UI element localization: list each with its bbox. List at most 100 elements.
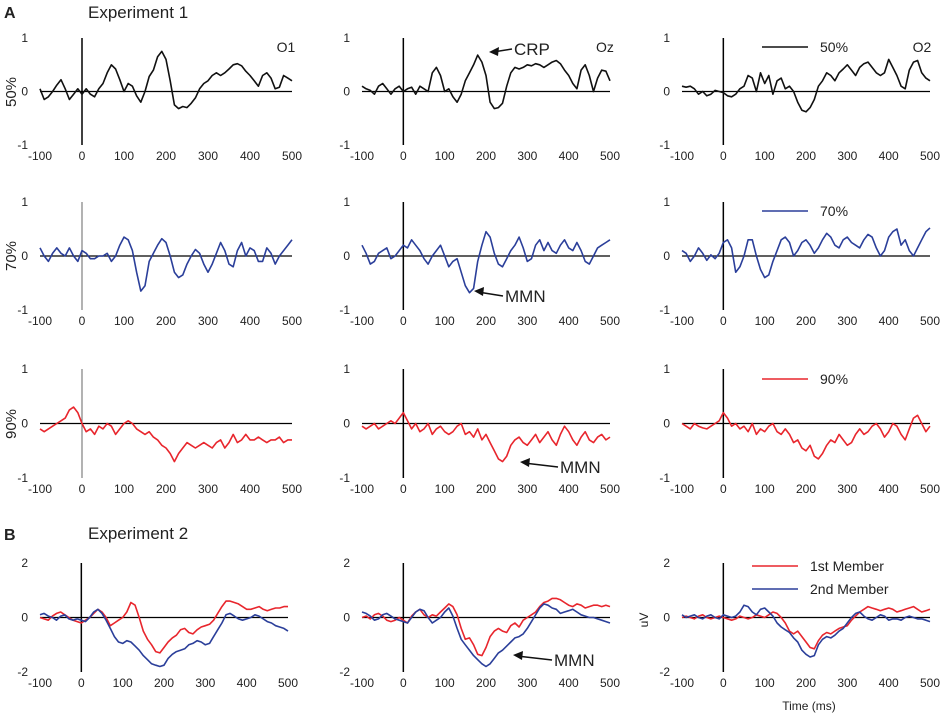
- series-line-50-: [681, 58, 931, 113]
- y-tick-label: 2: [663, 556, 670, 570]
- y-tick-label: -1: [339, 471, 350, 485]
- row-label-50: 50%: [3, 77, 20, 107]
- x-tick-label: 0: [720, 314, 727, 328]
- y-tick-label: 1: [663, 362, 670, 376]
- y-tick-label: 0: [343, 249, 350, 263]
- series-line-2nd-member: [39, 608, 289, 668]
- legend-label-70: 70%: [820, 203, 848, 219]
- x-tick-label: -100: [670, 676, 694, 690]
- x-tick-label: 400: [879, 482, 899, 496]
- x-tick-label: 200: [156, 482, 176, 496]
- x-tick-label: 100: [435, 314, 455, 328]
- y-tick-label: 1: [343, 31, 350, 45]
- x-tick-label: 100: [755, 314, 775, 328]
- y-tick-label: 1: [21, 195, 28, 209]
- x-tick-label: -100: [28, 482, 52, 496]
- x-tick-label: 500: [600, 314, 620, 328]
- panel-a-title: Experiment 1: [88, 3, 188, 22]
- chart-panel-12: -2 0 2 -100 0 100 200 300 400 500: [659, 556, 940, 690]
- y-tick-label: 1: [21, 31, 28, 45]
- x-tick-label: 500: [282, 314, 302, 328]
- x-tick-label: 100: [435, 676, 455, 690]
- y-tick-label: 0: [663, 611, 670, 625]
- series-line-1st-member: [681, 605, 931, 650]
- chart-panel-6: -1 0 1 -100 0 100 200 300 400 500: [659, 195, 940, 328]
- annotation-mmn-exp2-text: MMN: [554, 651, 595, 670]
- x-tick-label: 300: [517, 676, 537, 690]
- x-tick-label: 100: [114, 314, 134, 328]
- y-tick-label: -2: [17, 665, 28, 679]
- x-tick-label: 500: [920, 314, 940, 328]
- x-tick-label: 400: [559, 482, 579, 496]
- y-tick-label: 0: [343, 611, 350, 625]
- legend-label-first-member: 1st Member: [810, 558, 884, 574]
- x-tick-label: 400: [559, 149, 579, 163]
- y-tick-label: 1: [343, 362, 350, 376]
- annotation-mmn-exp2: MMN: [513, 651, 595, 670]
- x-tick-label: 200: [796, 482, 816, 496]
- y-tick-label: 0: [663, 249, 670, 263]
- y-tick-label: -2: [659, 665, 670, 679]
- y-tick-label: 0: [343, 85, 350, 99]
- x-tick-label: 100: [435, 149, 455, 163]
- x-tick-label: 200: [476, 314, 496, 328]
- chart-panels: -101-100 0 100 200 300 400 500-101-100 0 100 200 3…: [17, 31, 940, 690]
- x-tick-label: -100: [670, 482, 694, 496]
- x-tick-label: 200: [156, 149, 176, 163]
- x-tick-label: 500: [920, 482, 940, 496]
- x-tick-label: 100: [114, 482, 134, 496]
- y-tick-label: -2: [339, 665, 350, 679]
- y-tick-label: 1: [663, 31, 670, 45]
- x-tick-label: 300: [837, 314, 857, 328]
- annotation-mmn-90: MMN: [520, 458, 601, 477]
- x-tick-label: 400: [237, 676, 257, 690]
- series-line-70-: [681, 227, 931, 279]
- x-tick-label: 100: [114, 149, 134, 163]
- chart-panel-9: -1 0 1 -100 0 100 200 300 400 500: [659, 362, 940, 496]
- chart-panel-10: -2 0 2 -100 0 100 200 300 400 500: [17, 556, 298, 690]
- x-tick-label: 300: [837, 149, 857, 163]
- legend-label-90: 90%: [820, 371, 848, 387]
- y-tick-label: 0: [21, 611, 28, 625]
- y-tick-label: 0: [21, 249, 28, 263]
- x-tick-label: -100: [28, 149, 52, 163]
- x-tick-label: 200: [796, 314, 816, 328]
- series-line-50-: [361, 54, 611, 110]
- x-tick-label: 0: [400, 676, 407, 690]
- annotation-crp: CRP: [489, 40, 550, 59]
- x-tick-label: 300: [837, 482, 857, 496]
- y-tick-label: -1: [17, 471, 28, 485]
- x-tick-label: -100: [670, 149, 694, 163]
- y-tick-label: -1: [17, 138, 28, 152]
- x-tick-label: 300: [517, 149, 537, 163]
- series-line-50-: [39, 50, 293, 110]
- y-tick-label: -1: [17, 303, 28, 317]
- x-tick-label: -100: [28, 314, 52, 328]
- y-tick-label: 1: [663, 195, 670, 209]
- panel-a-label: A: [4, 5, 16, 22]
- x-tick-label: 400: [879, 149, 899, 163]
- chart-panel-1: -1 0 1 -100 0 100 200 300 400 500: [17, 31, 302, 163]
- x-tick-label: 400: [559, 676, 579, 690]
- y-tick-label: 0: [663, 85, 670, 99]
- x-tick-label: 200: [476, 482, 496, 496]
- series-line-2nd-member: [361, 603, 611, 668]
- annotation-mmn-70-text: MMN: [505, 287, 546, 306]
- chart-panel-8: -1 0 1 -100 0 100 200 300 400 500: [339, 362, 620, 496]
- x-tick-label: -100: [350, 314, 374, 328]
- x-tick-label: 300: [198, 149, 218, 163]
- annotation-mmn-90-text: MMN: [560, 458, 601, 477]
- x-tick-label: 0: [79, 314, 86, 328]
- annotation-crp-text: CRP: [514, 40, 550, 59]
- chart-panel-2: -1 0 1 -100 0 100 200 300 400 500: [339, 31, 620, 163]
- y-tick-label: -1: [659, 471, 670, 485]
- x-tick-label: 0: [400, 149, 407, 163]
- x-tick-label: 500: [282, 482, 302, 496]
- series-line-90-: [39, 406, 292, 463]
- x-tick-label: -100: [28, 676, 52, 690]
- x-tick-label: 0: [400, 314, 407, 328]
- y-tick-label: 2: [21, 556, 28, 570]
- row-label-90: 90%: [3, 409, 20, 439]
- x-tick-label: 500: [278, 676, 298, 690]
